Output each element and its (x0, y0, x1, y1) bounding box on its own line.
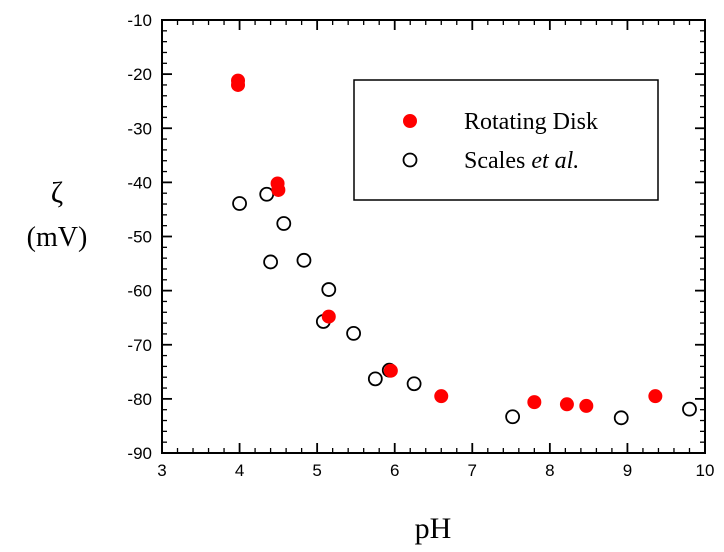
data-point-scales (346, 325, 362, 341)
legend-label-scales: Scales et al. (464, 148, 579, 174)
y-tick-label: -20 (127, 65, 152, 84)
legend-label-scales-suffix: et al. (531, 148, 579, 174)
x-tick-label: 8 (545, 461, 554, 480)
legend-marker-scales (402, 152, 418, 168)
data-point-rotating-disk (527, 395, 542, 410)
data-point-rotating-disk (321, 309, 336, 324)
y-tick-label: -10 (127, 11, 152, 30)
x-tick-label: 7 (468, 461, 477, 480)
x-tick-label: 9 (623, 461, 632, 480)
data-point-rotating-disk (271, 182, 286, 197)
legend-marker-rotating-disk (403, 114, 417, 128)
data-point-scales (263, 254, 279, 270)
data-point-scales (505, 409, 521, 425)
x-axis-title: pH (415, 512, 452, 545)
legend-box (353, 79, 659, 201)
data-point-scales (367, 371, 383, 387)
data-point-rotating-disk (648, 389, 663, 404)
x-tick-label: 5 (312, 461, 321, 480)
data-point-rotating-disk (383, 363, 398, 378)
y-tick-label: -40 (127, 173, 152, 192)
data-point-scales (296, 252, 312, 268)
y-tick-label: -50 (127, 228, 152, 247)
y-tick-label: -70 (127, 336, 152, 355)
major-ticks (161, 19, 706, 454)
y-tick-label: -60 (127, 282, 152, 301)
legend: Rotating Disk Scales et al. (353, 79, 659, 201)
legend-label-rotating-disk: Rotating Disk (464, 109, 598, 135)
minor-ticks (162, 20, 705, 453)
x-tick-label: 4 (235, 461, 244, 480)
x-tick-label: 10 (696, 461, 715, 480)
data-point-scales (406, 376, 422, 392)
y-axis-symbol: ζ (51, 176, 63, 209)
data-point-scales (232, 196, 247, 211)
data-point-scales (259, 186, 275, 202)
data-point-rotating-disk (434, 389, 449, 404)
data-point-rotating-disk (559, 397, 574, 412)
data-point-rotating-disk (579, 398, 594, 413)
data-point-scales (682, 401, 697, 417)
x-tick-labels: 3 4 5 6 7 8 9 10 (157, 461, 714, 480)
x-tick-label: 3 (157, 461, 166, 480)
y-tick-labels: -10 -20 -30 -40 -50 -60 -70 -80 -90 (127, 11, 152, 463)
legend-label-scales-name: Scales (464, 148, 525, 174)
y-axis-unit: (mV) (27, 222, 88, 253)
data-point-rotating-disk (231, 77, 246, 92)
y-tick-label: -30 (127, 119, 152, 138)
y-tick-label: -80 (127, 390, 152, 409)
data-point-scales (276, 216, 292, 231)
data-points (231, 73, 697, 426)
x-tick-label: 6 (390, 461, 399, 480)
data-point-scales (613, 410, 629, 426)
data-point-scales (321, 282, 337, 297)
y-tick-label: -90 (127, 444, 152, 463)
